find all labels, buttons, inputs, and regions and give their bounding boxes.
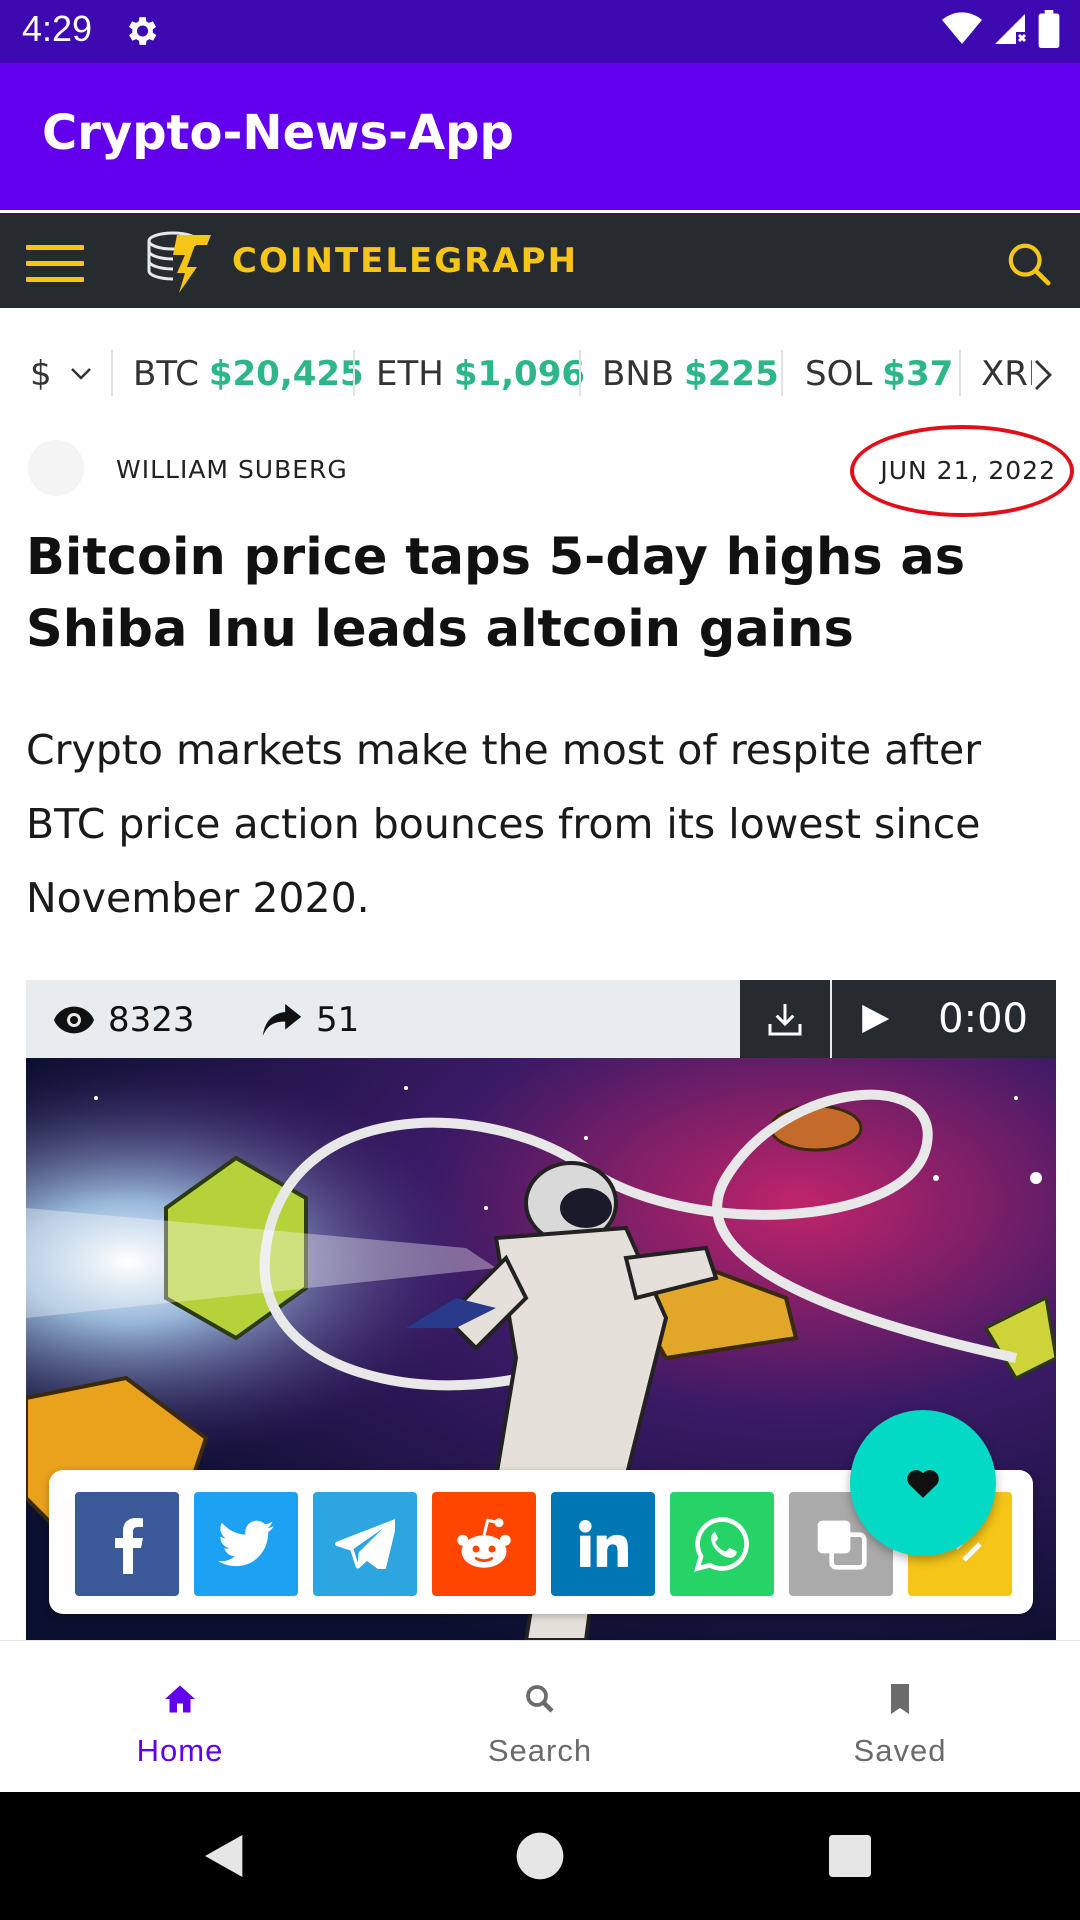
currency-symbol: $ [30,354,52,394]
favorite-fab[interactable] [850,1410,996,1556]
site-header: COINTELEGRAPH [0,210,1080,308]
whatsapp-share-button[interactable] [670,1492,774,1596]
recents-icon[interactable] [822,1828,878,1884]
linkedin-icon [579,1520,628,1567]
share-count-value: 51 [316,1000,360,1040]
heart-icon [907,1470,939,1498]
status-icons [942,10,1060,48]
nav-item-search[interactable]: Search [360,1641,720,1791]
eye-icon [54,1006,94,1034]
nav-label-saved: Saved [853,1733,947,1768]
divider [959,350,961,396]
search-icon[interactable] [1006,241,1052,287]
nav-item-home[interactable]: Home [0,1641,360,1791]
author-name[interactable]: WILLIAM SUBERG [116,455,348,484]
share-arrow-icon [262,1004,302,1036]
price-ticker: $ BTC $20,425 ETH $1,096 BNB $225 SOL $3… [0,340,1080,410]
nav-label-home: Home [136,1733,224,1768]
whatsapp-icon [694,1517,749,1572]
twitter-share-button[interactable] [194,1492,298,1596]
annotation-circle [850,425,1074,517]
telegram-share-button[interactable] [313,1492,417,1596]
audio-player[interactable]: 0:00 [832,980,1056,1058]
divider [579,350,581,396]
author-avatar[interactable] [28,440,84,496]
ticker-symbol: ETH [376,354,444,394]
chevron-right-icon[interactable] [1032,358,1054,392]
battery-icon [1038,10,1060,48]
status-time: 4:29 [22,8,93,49]
search-icon [526,1685,554,1713]
wifi-icon [942,12,982,45]
audio-time: 0:00 [938,996,1028,1042]
nav-item-saved[interactable]: Saved [720,1641,1080,1791]
ticker-symbol: SOL [805,354,873,394]
ticker-price: $1,096 [453,354,586,394]
divider [353,350,355,396]
play-icon[interactable] [858,1002,892,1036]
reddit-icon [457,1518,511,1568]
nav-label-search: Search [487,1733,593,1768]
ticker-price: $37 [882,354,954,394]
menu-icon[interactable] [26,245,84,283]
system-navigation-bar [0,1792,1080,1920]
settings-gear-icon [128,17,157,45]
ticker-symbol: BTC [133,354,199,394]
view-count: 8323 [54,1000,195,1040]
article-stats-bar: 8323 51 0:00 [26,980,1056,1058]
app-title: Crypto-News-App [42,105,514,161]
app-bar: Crypto-News-App [0,63,1080,210]
divider [111,350,113,396]
download-icon [768,1004,802,1036]
linkedin-share-button[interactable] [551,1492,655,1596]
copy-icon [817,1520,867,1570]
share-count: 51 [262,1000,359,1040]
ticker-item-sol[interactable]: SOL $37 [805,354,953,394]
facebook-icon [115,1518,143,1574]
status-bar: 4:29 [0,0,1080,63]
ticker-price: $225 [684,354,779,394]
article-title: Bitcoin price taps 5-day highs as Shiba … [26,528,966,659]
ticker-item-bnb[interactable]: BNB $225 [602,354,779,394]
ticker-price: $20,425 [208,354,364,394]
article-lead: Crypto markets make the most of respite … [26,726,982,922]
currency-selector[interactable]: $ [30,354,92,394]
copy-link-button[interactable] [789,1492,893,1596]
facebook-share-button[interactable] [75,1492,179,1596]
telegram-icon [335,1519,395,1569]
cointelegraph-logo-icon [147,231,211,293]
bottom-navigation: Home Search Saved [0,1640,1080,1790]
ticker-item-btc[interactable]: BTC $20,425 [133,354,364,394]
bookmark-icon [891,1684,909,1714]
site-logo-text[interactable]: COINTELEGRAPH [232,241,579,281]
ticker-item-eth[interactable]: ETH $1,096 [376,354,585,394]
home-icon [165,1685,195,1713]
ticker-symbol: BNB [602,354,675,394]
reddit-share-button[interactable] [432,1492,536,1596]
view-count-value: 8323 [108,1000,195,1040]
chevron-down-icon [70,368,91,380]
twitter-icon [218,1520,274,1567]
cell-signal-icon [995,14,1027,44]
home-circle-icon[interactable] [512,1828,568,1884]
divider [781,350,783,396]
download-button[interactable] [740,980,830,1058]
back-icon[interactable] [198,1828,254,1884]
